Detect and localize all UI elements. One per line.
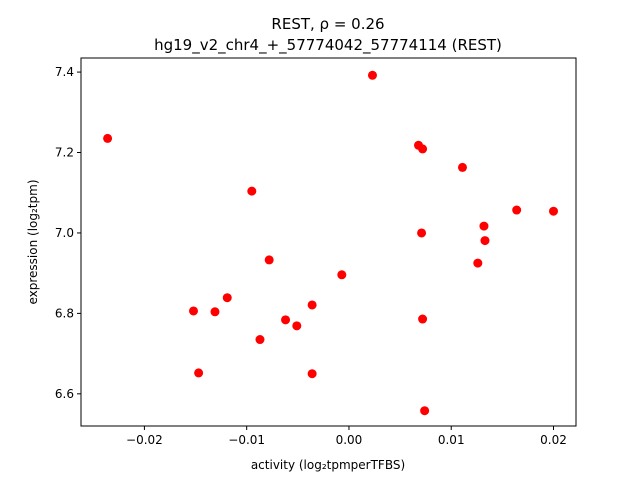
data-point bbox=[417, 228, 427, 238]
data-point bbox=[367, 70, 377, 80]
data-point bbox=[103, 133, 113, 143]
x-tick-label: 0.02 bbox=[540, 433, 567, 447]
data-point bbox=[479, 221, 489, 231]
y-tick-label: 7.2 bbox=[55, 146, 74, 160]
data-point bbox=[418, 314, 428, 324]
y-tick-label: 6.6 bbox=[55, 387, 74, 401]
data-point bbox=[473, 258, 483, 268]
data-point bbox=[480, 236, 490, 246]
y-axis-ticks: 6.6 6.8 7.0 7.2 7.4 bbox=[55, 65, 81, 401]
data-point bbox=[222, 293, 232, 303]
y-tick-label: 7.4 bbox=[55, 65, 74, 79]
data-point bbox=[281, 315, 291, 325]
data-point bbox=[264, 255, 274, 265]
data-point bbox=[210, 307, 220, 317]
data-point bbox=[247, 186, 257, 196]
y-axis-label: expression (log₂tpm) bbox=[26, 179, 40, 304]
data-point bbox=[194, 368, 204, 378]
x-axis-label: activity (log₂tpmperTFBS) bbox=[251, 458, 405, 472]
chart-title-line2: hg19_v2_chr4_+_57774042_57774114 (REST) bbox=[154, 36, 502, 55]
data-point bbox=[255, 335, 265, 345]
plot-area-frame bbox=[80, 57, 577, 427]
data-point bbox=[337, 270, 347, 280]
data-point bbox=[457, 162, 467, 172]
y-tick-label: 7.0 bbox=[55, 226, 74, 240]
data-point bbox=[418, 144, 428, 154]
data-point bbox=[189, 306, 198, 316]
data-point bbox=[307, 369, 317, 379]
x-tick-label: 0.00 bbox=[336, 433, 363, 447]
data-point bbox=[307, 300, 317, 310]
x-axis-ticks: −0.02 −0.01 0.00 0.01 0.02 bbox=[126, 426, 567, 447]
y-tick-label: 6.8 bbox=[55, 306, 74, 320]
data-point bbox=[549, 206, 558, 216]
x-tick-label: 0.01 bbox=[438, 433, 465, 447]
data-point bbox=[512, 205, 522, 215]
data-point bbox=[292, 321, 302, 331]
data-point bbox=[420, 406, 430, 416]
data-points bbox=[103, 70, 558, 416]
x-tick-label: −0.01 bbox=[228, 433, 265, 447]
chart-title-line1: REST, ρ = 0.26 bbox=[271, 15, 384, 33]
x-tick-label: −0.02 bbox=[126, 433, 163, 447]
